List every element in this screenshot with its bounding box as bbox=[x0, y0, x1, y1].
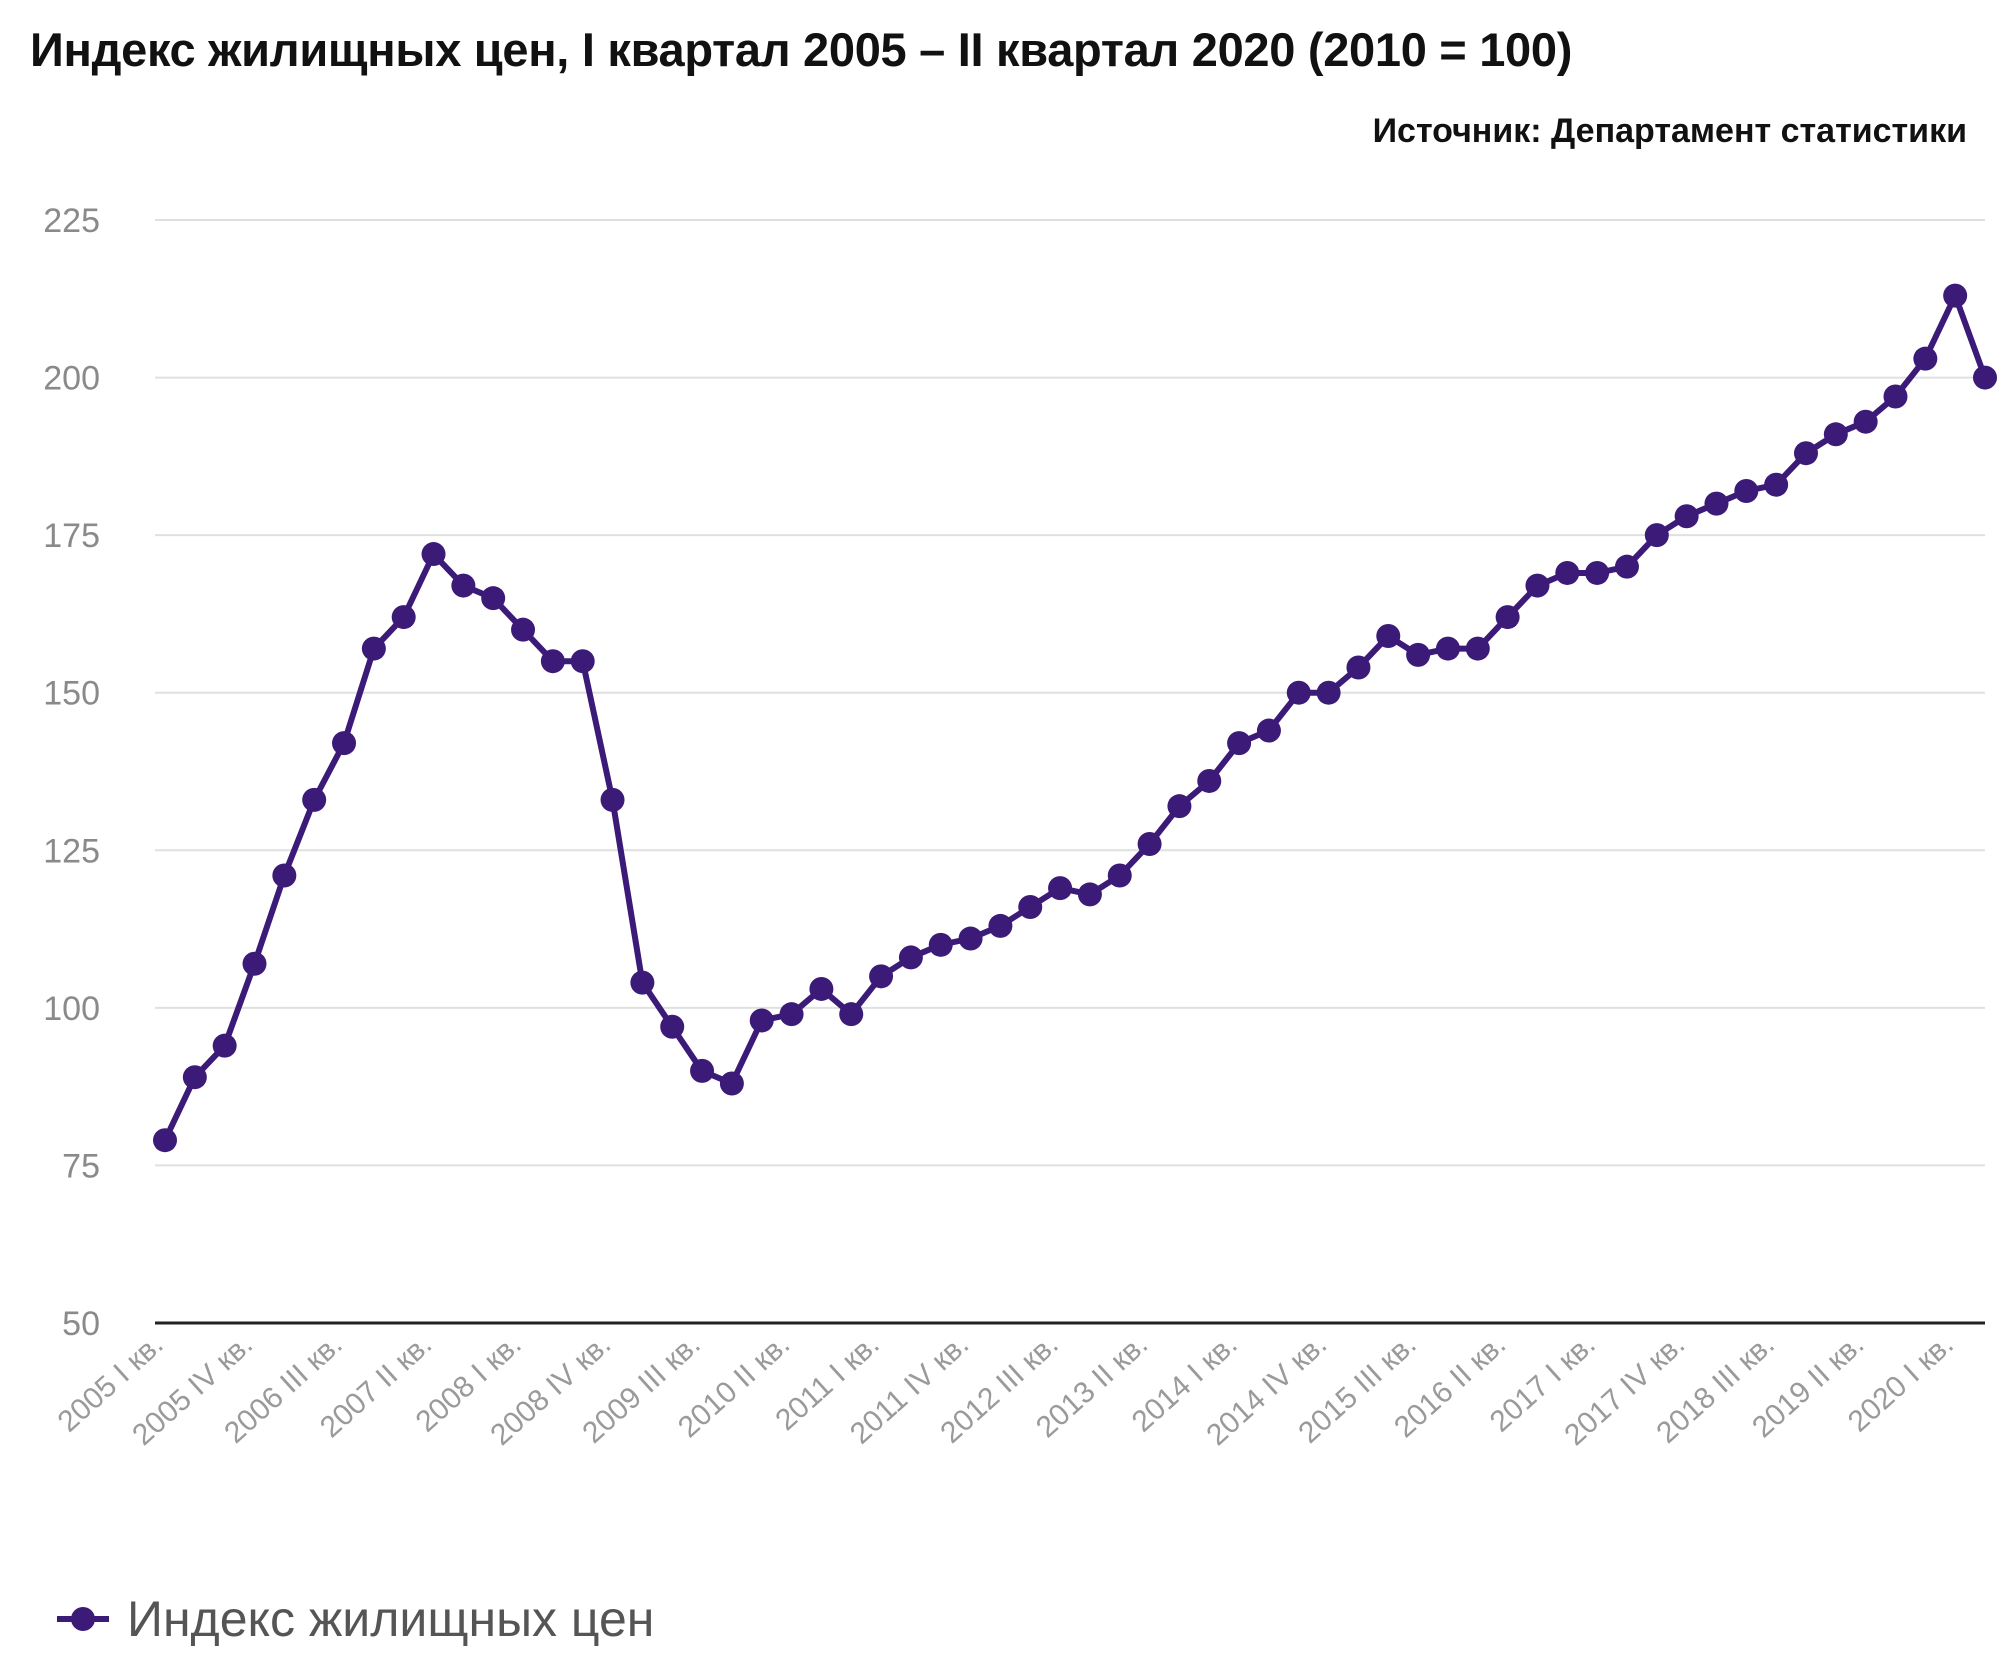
data-point bbox=[481, 586, 506, 611]
data-point bbox=[361, 636, 386, 661]
data-point bbox=[630, 970, 655, 995]
data-point bbox=[272, 863, 297, 888]
data-point bbox=[1018, 895, 1043, 920]
data-point bbox=[1704, 491, 1729, 516]
data-point bbox=[1764, 472, 1789, 497]
data-point bbox=[1435, 636, 1460, 661]
data-point bbox=[212, 1033, 237, 1058]
data-point bbox=[690, 1058, 715, 1083]
legend-label: Индекс жилищных цен bbox=[127, 1591, 655, 1647]
data-point bbox=[779, 1002, 804, 1027]
data-point bbox=[540, 649, 565, 674]
data-point bbox=[1555, 560, 1580, 585]
data-point bbox=[600, 787, 625, 812]
data-point bbox=[421, 542, 446, 567]
data-point bbox=[660, 1014, 685, 1039]
data-point bbox=[1256, 718, 1281, 743]
data-point bbox=[1227, 731, 1252, 756]
data-point bbox=[1883, 384, 1908, 409]
data-point bbox=[1316, 680, 1341, 705]
data-point bbox=[988, 913, 1013, 938]
legend-marker-icon bbox=[57, 1607, 109, 1631]
data-point bbox=[1644, 523, 1669, 548]
data-point bbox=[1495, 605, 1520, 630]
data-point bbox=[1286, 680, 1311, 705]
source-note: Источник: Департамент статистики bbox=[1372, 112, 1967, 150]
y-tick-label: 200 bbox=[43, 360, 100, 398]
y-tick-label: 50 bbox=[62, 1305, 100, 1343]
data-point bbox=[749, 1008, 774, 1033]
y-tick-label: 100 bbox=[43, 990, 100, 1028]
data-point bbox=[1793, 441, 1818, 466]
data-point bbox=[1376, 623, 1401, 648]
data-point bbox=[839, 1002, 864, 1027]
series-line bbox=[162, 292, 1988, 1144]
chart-title: Индекс жилищных цен, I квартал 2005 – II… bbox=[30, 23, 1573, 76]
data-point bbox=[898, 945, 923, 970]
data-point bbox=[153, 1128, 177, 1153]
data-point bbox=[809, 976, 834, 1001]
data-point bbox=[242, 951, 267, 976]
data-point bbox=[1406, 642, 1431, 667]
data-point bbox=[1167, 794, 1192, 819]
data-point bbox=[1973, 365, 1997, 390]
legend: Индекс жилищных цен bbox=[55, 1590, 654, 1648]
y-tick-label: 75 bbox=[62, 1147, 100, 1185]
data-point bbox=[182, 1065, 207, 1090]
data-point bbox=[451, 573, 476, 598]
data-point bbox=[1077, 882, 1102, 907]
y-tick-label: 225 bbox=[43, 202, 100, 240]
data-point bbox=[1048, 876, 1073, 901]
data-point bbox=[332, 731, 357, 756]
data-point bbox=[1107, 863, 1132, 888]
data-point bbox=[1525, 573, 1550, 598]
data-point bbox=[958, 926, 983, 951]
data-point bbox=[302, 787, 327, 812]
data-point bbox=[1853, 409, 1878, 434]
data-point bbox=[570, 649, 595, 674]
data-point bbox=[1137, 831, 1162, 856]
data-point bbox=[1614, 554, 1639, 579]
data-point bbox=[1585, 560, 1610, 585]
data-point bbox=[1913, 346, 1938, 371]
data-point bbox=[928, 932, 953, 957]
data-point bbox=[1465, 636, 1490, 661]
y-tick-label: 125 bbox=[43, 832, 100, 870]
data-point bbox=[1197, 768, 1222, 793]
data-point bbox=[391, 605, 416, 630]
y-tick-label: 175 bbox=[43, 517, 100, 555]
data-point bbox=[511, 617, 536, 642]
data-point bbox=[1823, 422, 1848, 447]
y-tick-label: 150 bbox=[43, 675, 100, 713]
data-point bbox=[1943, 283, 1968, 308]
data-point bbox=[869, 964, 894, 989]
data-point bbox=[1734, 479, 1759, 504]
data-point bbox=[1674, 504, 1699, 529]
data-point bbox=[719, 1071, 744, 1096]
data-point bbox=[1346, 655, 1371, 680]
